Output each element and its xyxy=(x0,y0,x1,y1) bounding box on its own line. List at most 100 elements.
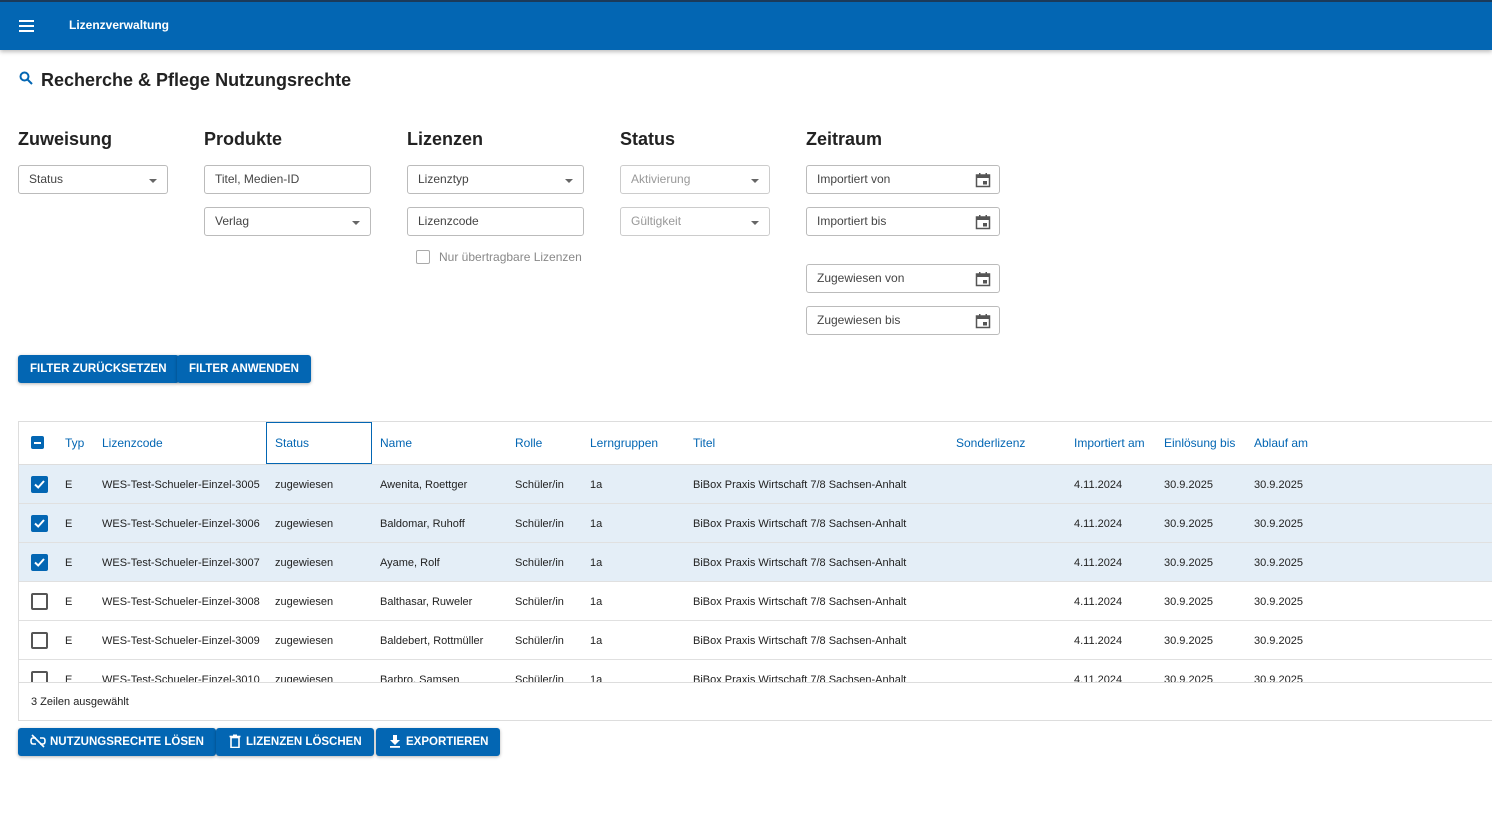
action-button[interactable]: LIZENZEN LÖSCHEN xyxy=(216,728,374,756)
filter-heading: Zeitraum xyxy=(806,129,883,149)
select-field[interactable]: Verlag xyxy=(204,207,371,236)
table-body: E WES-Test-Schueler-Einzel-3005 zugewiesen… xyxy=(19,464,1492,683)
row-checkbox[interactable] xyxy=(31,515,48,532)
table-cell: 30.9.2025 xyxy=(1254,518,1303,530)
field-label: Zugewiesen bis xyxy=(817,313,901,327)
table-cell: BiBox Praxis Wirtschaft 7/8 Sachsen-Anha… xyxy=(693,635,907,647)
filter-button[interactable]: FILTER ANWENDEN xyxy=(177,355,311,383)
column-header[interactable]: Sonderlizenz xyxy=(956,436,1026,450)
table-cell: 4.11.2024 xyxy=(1074,674,1123,683)
table-row[interactable]: E WES-Test-Schueler-Einzel-3009 zugewiesen… xyxy=(19,621,1492,660)
table-row[interactable]: E WES-Test-Schueler-Einzel-3010 zugewiesen… xyxy=(19,660,1492,683)
row-checkbox[interactable] xyxy=(31,632,48,649)
table-cell: Awenita, Roettger xyxy=(380,479,468,491)
table-cell: BiBox Praxis Wirtschaft 7/8 Sachsen-Anha… xyxy=(693,674,907,683)
field-label: Zugewiesen von xyxy=(817,271,905,285)
table-cell: 1a xyxy=(590,596,603,608)
column-header[interactable]: Status xyxy=(275,436,310,450)
checkbox[interactable] xyxy=(416,250,430,264)
calendar-icon[interactable] xyxy=(975,172,991,188)
table-row[interactable]: E WES-Test-Schueler-Einzel-3008 zugewiesen… xyxy=(19,582,1492,621)
table-cell: 30.9.2025 xyxy=(1164,518,1213,530)
filter-heading: Zuweisung xyxy=(18,129,112,149)
table-cell: WES-Test-Schueler-Einzel-3005 xyxy=(102,479,260,491)
column-header[interactable]: Ablauf am xyxy=(1254,436,1309,450)
table-row[interactable]: E WES-Test-Schueler-Einzel-3005 zugewiesen… xyxy=(19,465,1492,504)
table-cell: E xyxy=(65,635,73,647)
table-row[interactable]: E WES-Test-Schueler-Einzel-3006 zugewiesen… xyxy=(19,504,1492,543)
table-cell: 1a xyxy=(590,518,603,530)
select-field: Aktivierung xyxy=(620,165,770,194)
field-label: Titel, Medien-ID xyxy=(215,172,300,186)
table-cell: Baldomar, Ruhoff xyxy=(380,518,465,530)
calendar-icon[interactable] xyxy=(975,271,991,287)
table-cell: BiBox Praxis Wirtschaft 7/8 Sachsen-Anha… xyxy=(693,557,907,569)
column-header[interactable]: Typ xyxy=(65,436,85,450)
table-cell: E xyxy=(65,518,73,530)
table-cell: Schüler/in xyxy=(515,557,564,569)
menu-icon[interactable] xyxy=(19,20,35,32)
field-label: Gültigkeit xyxy=(631,214,682,228)
filter-heading: Lizenzen xyxy=(407,129,484,149)
table-cell: 1a xyxy=(590,674,603,683)
select-field[interactable]: Lizenztyp xyxy=(407,165,584,194)
table-cell: 1a xyxy=(590,557,603,569)
filter-heading: Produkte xyxy=(204,129,283,149)
action-button[interactable]: NUTZUNGSRECHTE LÖSEN xyxy=(18,728,216,756)
column-header[interactable]: Name xyxy=(380,436,413,450)
calendar-icon[interactable] xyxy=(975,313,991,329)
table-cell: WES-Test-Schueler-Einzel-3008 xyxy=(102,596,260,608)
column-header[interactable]: Titel xyxy=(693,436,716,450)
select-field[interactable]: Status xyxy=(18,165,168,194)
table-cell: WES-Test-Schueler-Einzel-3006 xyxy=(102,518,260,530)
search-icon xyxy=(19,71,33,85)
column-header[interactable]: Rolle xyxy=(515,436,543,450)
row-checkbox[interactable] xyxy=(31,671,48,683)
field-label: Importiert von xyxy=(817,172,891,186)
table-cell: WES-Test-Schueler-Einzel-3009 xyxy=(102,635,260,647)
table-footer: 3 Zeilen ausgewählt xyxy=(19,682,1492,722)
page-title: Recherche & Pflege Nutzungsrechte xyxy=(41,70,352,90)
data-table: E WES-Test-Schueler-Einzel-3005 zugewiesen… xyxy=(18,421,1492,721)
row-checkbox[interactable] xyxy=(31,476,48,493)
action-button[interactable]: EXPORTIEREN xyxy=(376,728,501,756)
table-cell: 30.9.2025 xyxy=(1164,674,1213,683)
table-row[interactable]: E WES-Test-Schueler-Einzel-3007 zugewiesen… xyxy=(19,543,1492,582)
date-field[interactable]: Importiert von xyxy=(806,165,1000,194)
input-field[interactable]: Titel, Medien-ID xyxy=(204,165,371,194)
table-cell: Baldebert, Rottmüller xyxy=(380,635,484,647)
table-cell: E xyxy=(65,596,73,608)
table-cell: Schüler/in xyxy=(515,596,564,608)
row-checkbox[interactable] xyxy=(31,593,48,610)
field-label: Lizenzcode xyxy=(418,214,479,228)
checkbox-label: Nur übertragbare Lizenzen xyxy=(439,250,582,264)
column-header[interactable]: Einlösung bis xyxy=(1164,436,1236,450)
table-cell: 4.11.2024 xyxy=(1074,557,1123,569)
table-cell: BiBox Praxis Wirtschaft 7/8 Sachsen-Anha… xyxy=(693,479,907,491)
table-cell: zugewiesen xyxy=(275,557,334,569)
date-field[interactable]: Zugewiesen von xyxy=(806,264,1000,293)
field-label: Lizenztyp xyxy=(418,172,469,186)
checkbox-field[interactable]: Nur übertragbare Lizenzen xyxy=(416,250,582,264)
table-cell: 30.9.2025 xyxy=(1254,557,1303,569)
input-field[interactable]: Lizenzcode xyxy=(407,207,584,236)
column-header[interactable]: Lerngruppen xyxy=(590,436,659,450)
table-cell: 30.9.2025 xyxy=(1164,557,1213,569)
row-checkbox[interactable] xyxy=(31,554,48,571)
table-cell: 4.11.2024 xyxy=(1074,518,1123,530)
column-header[interactable]: Lizenzcode xyxy=(102,436,163,450)
filter-button[interactable]: FILTER ZURÜCKSETZEN xyxy=(18,355,179,383)
table-cell: Balthasar, Ruweler xyxy=(380,596,473,608)
table-cell: Schüler/in xyxy=(515,479,564,491)
table-cell: BiBox Praxis Wirtschaft 7/8 Sachsen-Anha… xyxy=(693,596,907,608)
column-header[interactable]: Importiert am xyxy=(1074,436,1145,450)
table-cell: E xyxy=(65,674,73,683)
date-field[interactable]: Zugewiesen bis xyxy=(806,306,1000,335)
table-cell: 4.11.2024 xyxy=(1074,635,1123,647)
select-all-checkbox[interactable] xyxy=(31,436,44,449)
calendar-icon[interactable] xyxy=(975,214,991,230)
date-field[interactable]: Importiert bis xyxy=(806,207,1000,236)
table-cell: 4.11.2024 xyxy=(1074,596,1123,608)
table-cell: 30.9.2025 xyxy=(1164,596,1213,608)
